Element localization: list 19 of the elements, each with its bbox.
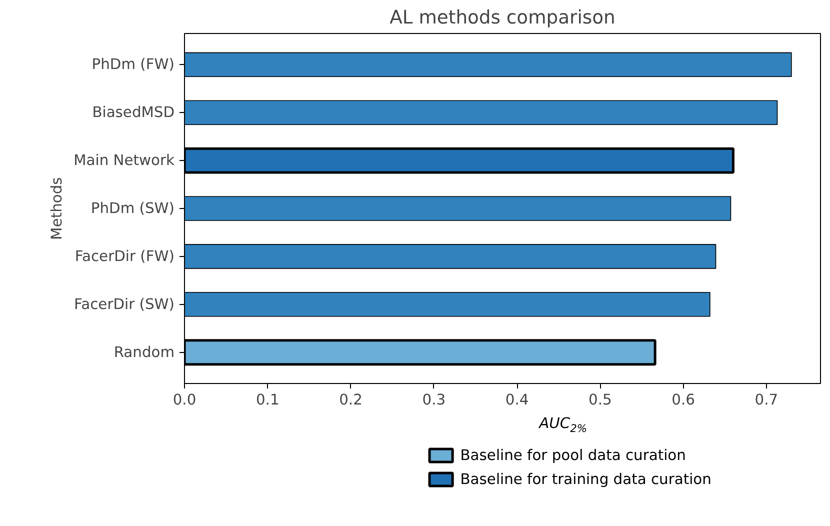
x-tick-label: 0.3: [422, 392, 446, 408]
x-tick-label: 0.1: [256, 392, 280, 408]
y-tick-label: Main Network: [74, 152, 176, 170]
y-tick-label: BiasedMSD: [92, 104, 175, 122]
y-tick-label: PhDm (SW): [90, 200, 175, 217]
x-tick-label: 0.5: [588, 392, 612, 408]
y-tick-label: PhDm (FW): [92, 56, 175, 74]
x-tick-label: 0.4: [505, 392, 529, 408]
y-tick-label: Random: [114, 344, 175, 361]
y-axis-title: Methods: [48, 177, 66, 240]
y-tick-label: FacerDir (FW): [74, 248, 175, 265]
y-tick-label: FacerDir (SW): [74, 296, 175, 313]
x-tick-label: 0.7: [754, 392, 778, 408]
x-tick-label: 0.6: [672, 392, 695, 408]
legend-label: Baseline for pool data curation: [460, 447, 686, 464]
x-tick-label: 0.2: [339, 392, 362, 408]
chart-title: AL methods comparison: [390, 8, 616, 28]
x-tick-label: 0.0: [172, 392, 196, 408]
legend-label: Baseline for training data curation: [460, 471, 712, 488]
